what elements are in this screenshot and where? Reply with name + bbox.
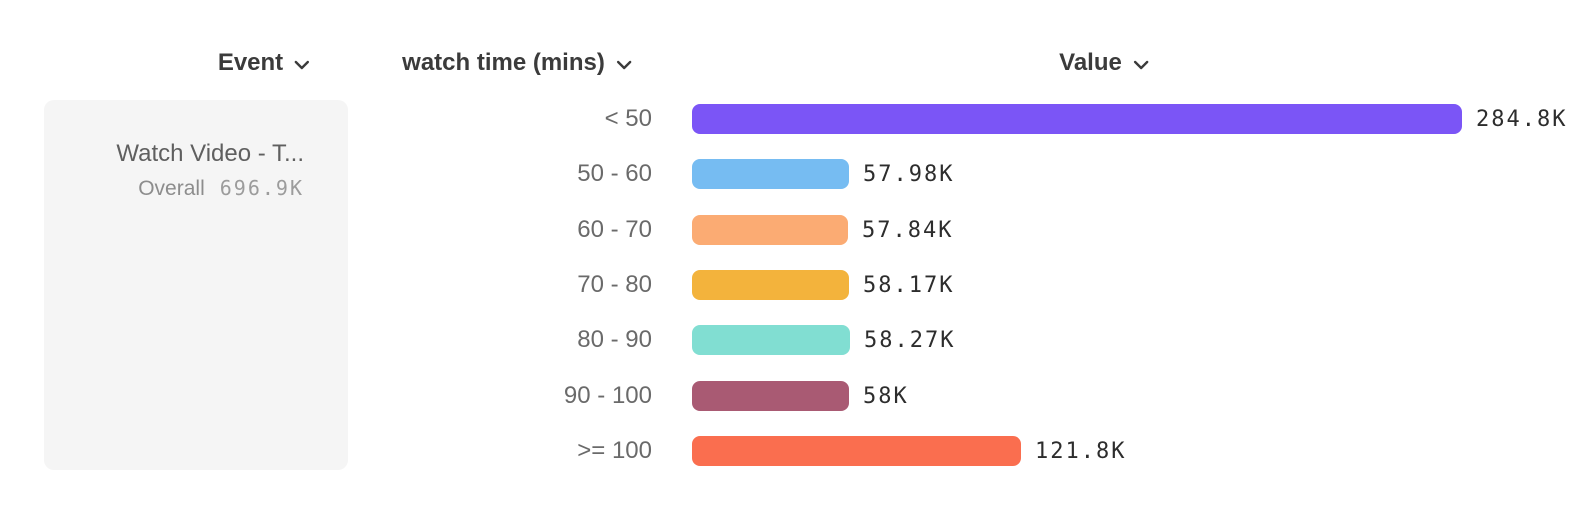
category-label: 70 - 80 [577, 271, 652, 298]
bar-row: >= 100 121.8K [0, 436, 1592, 466]
bar[interactable] [692, 436, 1021, 466]
event-overall-row: Overall 696.9K [62, 176, 304, 201]
value-label: 58.17K [863, 273, 955, 298]
bar[interactable] [692, 215, 848, 245]
column-header-breakdown[interactable]: watch time (mins) [402, 49, 632, 77]
bar-row: < 50 284.8K [0, 104, 1592, 134]
category-label: 50 - 60 [577, 160, 652, 187]
column-header-event[interactable]: Event [218, 49, 310, 77]
column-header-value-label: Value [1059, 49, 1122, 76]
chevron-down-icon [1133, 60, 1149, 70]
bar-row: 80 - 90 58.27K [0, 325, 1592, 355]
bar-row: 90 - 100 58K [0, 381, 1592, 411]
value-label: 57.98K [863, 162, 955, 187]
bar-row: 50 - 60 57.98K [0, 159, 1592, 189]
chevron-down-icon [616, 60, 632, 70]
bar-row: 60 - 70 57.84K [0, 215, 1592, 245]
category-label: >= 100 [577, 437, 652, 464]
value-label: 58.27K [864, 328, 956, 353]
bar[interactable] [692, 325, 850, 355]
overall-value: 696.9K [219, 176, 304, 200]
category-label: 80 - 90 [577, 326, 652, 353]
event-card: Watch Video - T... Overall 696.9K [44, 100, 348, 470]
overall-label: Overall [138, 177, 205, 200]
value-label: 121.8K [1035, 439, 1127, 464]
bar-row: 70 - 80 58.17K [0, 270, 1592, 300]
value-label: 57.84K [862, 218, 954, 243]
chevron-down-icon [294, 60, 310, 70]
category-label: < 50 [604, 105, 652, 132]
bar[interactable] [692, 270, 849, 300]
bar[interactable] [692, 381, 849, 411]
value-label: 284.8K [1476, 107, 1568, 132]
column-header-value[interactable]: Value [1059, 49, 1149, 77]
bar[interactable] [692, 104, 1462, 134]
column-header-breakdown-label: watch time (mins) [402, 49, 605, 76]
category-label: 90 - 100 [563, 382, 652, 409]
value-label: 58K [863, 384, 909, 409]
bar[interactable] [692, 159, 849, 189]
event-name: Watch Video - T... [116, 140, 304, 167]
column-header-event-label: Event [217, 49, 284, 76]
category-label: 60 - 70 [577, 216, 652, 243]
